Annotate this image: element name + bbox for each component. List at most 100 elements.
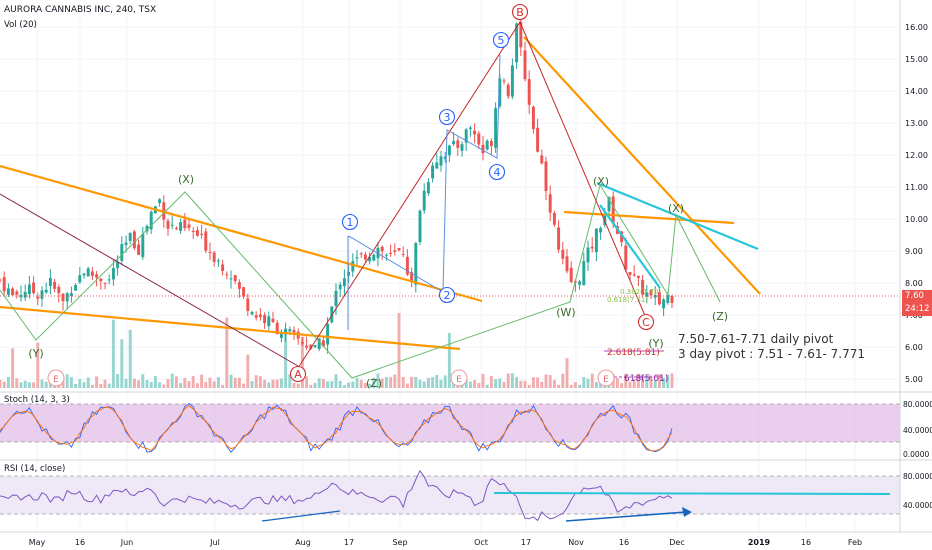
bar-timer-tag: 24:12 xyxy=(902,303,932,316)
candle-body xyxy=(653,294,657,298)
volume-bar xyxy=(561,373,565,388)
candle-body xyxy=(246,298,250,311)
volume-bar xyxy=(40,379,44,388)
fib-label-small-1: 0.382(7.70) xyxy=(620,288,661,296)
candle-body xyxy=(275,322,279,335)
time-axis[interactable]: May 16 Jun Jul Aug 17 Sep Oct 17 Nov 16 Dec 2019 16 Fe… xyxy=(29,538,862,547)
candle-body xyxy=(124,242,128,246)
volume-bar xyxy=(271,379,275,388)
volume-bar xyxy=(405,383,409,388)
candle-body xyxy=(309,344,313,349)
volume-bar xyxy=(620,383,624,388)
fib-label-small-2: 0.618(7.51) xyxy=(607,296,648,304)
candle-body xyxy=(431,165,435,179)
price-tick-label: 13.00 xyxy=(905,119,928,128)
volume-bar xyxy=(27,382,31,388)
volume-bar xyxy=(624,373,628,388)
volume-bar xyxy=(355,377,359,388)
wave-label-circle xyxy=(511,3,529,21)
candle-body xyxy=(632,274,636,276)
volume-bar xyxy=(372,377,376,388)
volume-bar xyxy=(573,382,577,388)
wave-label-circle xyxy=(289,365,307,383)
event-marker[interactable]: E xyxy=(597,369,615,387)
candle-body xyxy=(300,341,304,344)
time-tick-label: Dec xyxy=(669,538,684,547)
time-tick-label: Aug xyxy=(295,538,311,547)
candle-body xyxy=(468,127,472,129)
candle-body xyxy=(321,340,325,347)
candle-body xyxy=(594,228,598,253)
volume-bar xyxy=(389,377,393,388)
candle-body xyxy=(460,144,464,151)
wave-label-circle xyxy=(438,286,456,304)
candle-body xyxy=(292,329,296,333)
candle-body xyxy=(15,291,19,295)
candle-body xyxy=(645,292,649,297)
volume-bar xyxy=(107,383,111,388)
stoch-axis[interactable]: 80.0000 40.0000 0.0000 xyxy=(903,400,932,459)
candle-body xyxy=(641,279,645,295)
candle-body xyxy=(61,293,65,302)
candle-body xyxy=(582,261,586,286)
volume-bar xyxy=(548,375,552,388)
candle-body xyxy=(95,274,99,278)
candle-body xyxy=(657,292,661,305)
volume-bar xyxy=(313,382,317,388)
candle-body xyxy=(452,141,456,145)
volume-bar xyxy=(376,373,380,388)
candle-body xyxy=(166,220,170,229)
time-tick-label: 16 xyxy=(619,538,629,547)
red-wave-path xyxy=(297,20,647,369)
volume-bar xyxy=(443,375,447,388)
volume-bar xyxy=(594,382,598,388)
volume-bar xyxy=(149,381,153,388)
volume-bar xyxy=(23,380,27,388)
event-marker[interactable]: E xyxy=(47,369,65,387)
stoch-d-line xyxy=(0,405,673,452)
volume-bar xyxy=(19,382,23,388)
volume-bar xyxy=(582,376,586,388)
volume-bar xyxy=(11,348,15,388)
candle-body xyxy=(242,287,246,297)
blue-wave-path xyxy=(347,54,501,293)
volume-bar xyxy=(321,379,325,388)
volume-bar xyxy=(74,384,78,388)
volume-bar xyxy=(498,378,502,388)
volume-bar xyxy=(263,379,267,388)
candle-body xyxy=(426,182,430,194)
orange-trendline-long xyxy=(523,36,761,295)
event-marker[interactable]: E xyxy=(450,369,468,387)
wave-label-circle xyxy=(637,313,655,331)
price-tick-label: 8.00 xyxy=(905,279,923,288)
volume-bar xyxy=(363,383,367,388)
volume-bar xyxy=(502,381,506,388)
cyan-trendline-steep xyxy=(599,204,661,289)
rsi-axis[interactable]: 80.0000 40.0000 xyxy=(903,472,932,510)
candle-body xyxy=(263,314,267,324)
candle-body xyxy=(355,257,359,259)
volume-bar xyxy=(6,376,10,388)
candle-body xyxy=(628,272,632,275)
volume-bar xyxy=(32,382,36,388)
stoch-lines xyxy=(0,403,673,453)
last-price-tag: 7.60 xyxy=(902,290,932,303)
wave-label-circled: 5 xyxy=(492,31,510,49)
wave-label-circle xyxy=(492,31,510,49)
arrow-head-icon xyxy=(682,507,692,517)
volume-bar xyxy=(145,379,149,388)
volume-bar xyxy=(153,376,157,388)
volume-bar xyxy=(578,384,582,388)
volume-bar xyxy=(422,381,426,388)
candle-body xyxy=(418,210,422,243)
volume-bar xyxy=(657,374,661,388)
volume-label: Vol (20) xyxy=(4,20,37,30)
volume-bar xyxy=(515,376,519,388)
candle-body xyxy=(44,289,48,293)
wave-label-text: (X) xyxy=(178,173,194,186)
rsi-divergence-arrow xyxy=(565,511,687,522)
candle-body xyxy=(506,84,510,97)
volume-bar xyxy=(132,378,136,388)
volume-bar xyxy=(347,382,351,388)
